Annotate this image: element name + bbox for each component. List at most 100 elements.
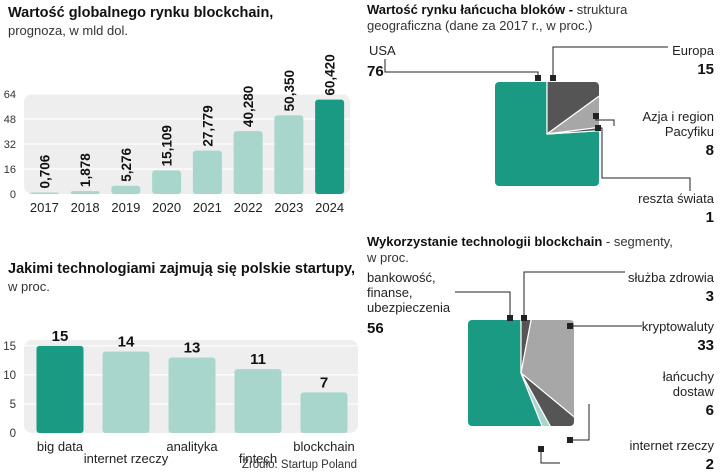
market-x-tick: 2017	[30, 200, 59, 215]
startups-value-label: 13	[184, 339, 201, 356]
seg-leader-supply	[569, 404, 590, 441]
market-value-label: 5,276	[119, 147, 134, 181]
segments-leader-lines	[455, 271, 642, 464]
seg-value-health: 3	[706, 288, 714, 305]
startups-bars	[36, 345, 348, 433]
market-y-tick: 0	[10, 189, 16, 201]
seg-value-crypto: 33	[697, 337, 714, 354]
seg-leader-banking	[455, 291, 511, 318]
startups-value-label: 15	[52, 328, 69, 345]
segments-labels: bankowość, finanse, ubezpieczenia 56 słu…	[367, 270, 715, 473]
startups-value-label: 14	[118, 334, 135, 351]
segments-leader-markers	[507, 315, 573, 452]
geo-marker-rest	[595, 125, 601, 131]
geo-marker-asia	[593, 113, 599, 119]
geo-leader-europe	[552, 46, 668, 78]
market-bar	[315, 99, 345, 194]
startups-x-tick: internet rzeczy	[84, 451, 169, 466]
geo-marker-usa	[535, 75, 541, 81]
startups-y-tick: 15	[3, 341, 16, 353]
geo-value-rest: 1	[706, 209, 714, 226]
market-y-tick: 32	[4, 139, 16, 151]
market-y-tick: 16	[4, 164, 16, 176]
geo-subtitle: geograficzna (dane za 2017 r., w proc.)	[367, 18, 592, 33]
seg-marker-health	[521, 315, 527, 321]
seg-value-supply: 6	[706, 402, 714, 419]
geo-title: Wartość rynku łańcucha bloków - struktur…	[367, 2, 628, 17]
startups-subtitle: w proc.	[7, 279, 50, 294]
seg-marker-crypto	[567, 323, 573, 329]
geo-chart: Wartość rynku łańcucha bloków - struktur…	[367, 2, 715, 226]
seg-marker-iot	[538, 446, 544, 452]
seg-value-banking: 56	[367, 320, 384, 337]
geo-pie	[493, 80, 601, 188]
startups-y-axis: 0 5 10 15	[3, 341, 16, 440]
market-y-tick: 48	[4, 114, 16, 126]
seg-label-banking-line2: finanse,	[367, 285, 413, 300]
geo-label-europe: Europa	[672, 43, 715, 58]
seg-label-banking-line1: bankowość,	[367, 270, 436, 285]
seg-label-iot: internet rzeczy	[629, 438, 714, 453]
seg-label-banking-line3: ubezpieczenia	[367, 300, 451, 315]
startups-y-tick: 10	[3, 370, 16, 382]
segments-title-bold: Wykorzystanie technologii blockchain	[367, 234, 602, 249]
startups-x-tick: analityka	[166, 439, 218, 454]
geo-frame	[493, 80, 601, 188]
market-value-label: 60,420	[323, 54, 338, 95]
market-y-tick: 64	[4, 89, 16, 101]
startups-bar	[168, 357, 216, 433]
market-bars	[29, 99, 345, 194]
geo-label-usa: USA	[369, 43, 396, 58]
market-subtitle: prognoza, w mld dol.	[8, 23, 128, 38]
segments-pie	[466, 318, 576, 428]
market-x-tick: 2023	[274, 200, 303, 215]
startups-bar	[36, 345, 84, 433]
geo-title-rest: struktura	[577, 2, 628, 17]
startups-value-labels: 15 14 13 11 7	[52, 328, 329, 392]
startups-title: Jakimi technologiami zajmują się polskie…	[8, 261, 355, 277]
startups-x-tick: fintech	[239, 451, 277, 466]
geo-value-usa: 76	[367, 63, 384, 80]
startups-bar	[102, 351, 150, 433]
market-bar	[111, 185, 141, 194]
market-value-label: 40,280	[241, 86, 256, 127]
market-x-axis: 2017 2018 2019 2020 2021 2022 2023 2024	[30, 200, 344, 215]
geo-value-asia: 8	[706, 142, 714, 159]
startups-bar	[234, 369, 282, 433]
geo-labels: USA 76 Europa 15 Azja i region Pacyfiku …	[367, 43, 715, 226]
market-value-label: 50,350	[282, 70, 297, 111]
seg-label-supply-line2: dostaw	[673, 384, 715, 399]
market-x-tick: 2020	[152, 200, 181, 215]
startups-x-tick: big data	[37, 439, 84, 454]
seg-label-health: służba zdrowia	[628, 270, 715, 285]
seg-label-crypto: kryptowaluty	[642, 319, 715, 334]
seg-label-supply-line1: łańcuchy	[663, 369, 715, 384]
geo-marker-europe	[550, 75, 556, 81]
geo-leader-usa	[384, 59, 539, 78]
seg-marker-banking	[507, 315, 513, 321]
market-x-tick: 2022	[234, 200, 263, 215]
market-bar	[29, 192, 59, 194]
geo-label-asia-line2: Pacyfiku	[665, 124, 714, 139]
seg-marker-supply	[567, 437, 573, 443]
market-x-tick: 2021	[193, 200, 222, 215]
segments-title: Wykorzystanie technologii blockchain - s…	[367, 234, 673, 249]
startups-y-tick: 5	[10, 399, 16, 411]
source-note: Źródło: Startup Poland	[242, 458, 357, 471]
startups-value-label: 11	[250, 351, 266, 368]
market-bar	[274, 115, 304, 194]
geo-label-rest: reszta świata	[638, 191, 715, 206]
market-value-label: 1,878	[78, 153, 93, 187]
segments-chart: Wykorzystanie technologii blockchain - s…	[366, 234, 715, 473]
market-value-labels: 0,706 1,878 5,276 15,109 27,779 40,280 50,350 6…	[37, 54, 337, 188]
market-value-label: 15,109	[160, 125, 175, 166]
market-x-tick: 2019	[111, 200, 140, 215]
market-x-tick: 2018	[71, 200, 100, 215]
geo-leader-markers	[535, 75, 601, 131]
seg-leader-health	[523, 271, 625, 318]
market-bar	[152, 170, 182, 194]
geo-title-bold: Wartość rynku łańcucha bloków -	[367, 2, 577, 17]
market-title: Wartość globalnego rynku blockchain,	[8, 5, 273, 21]
